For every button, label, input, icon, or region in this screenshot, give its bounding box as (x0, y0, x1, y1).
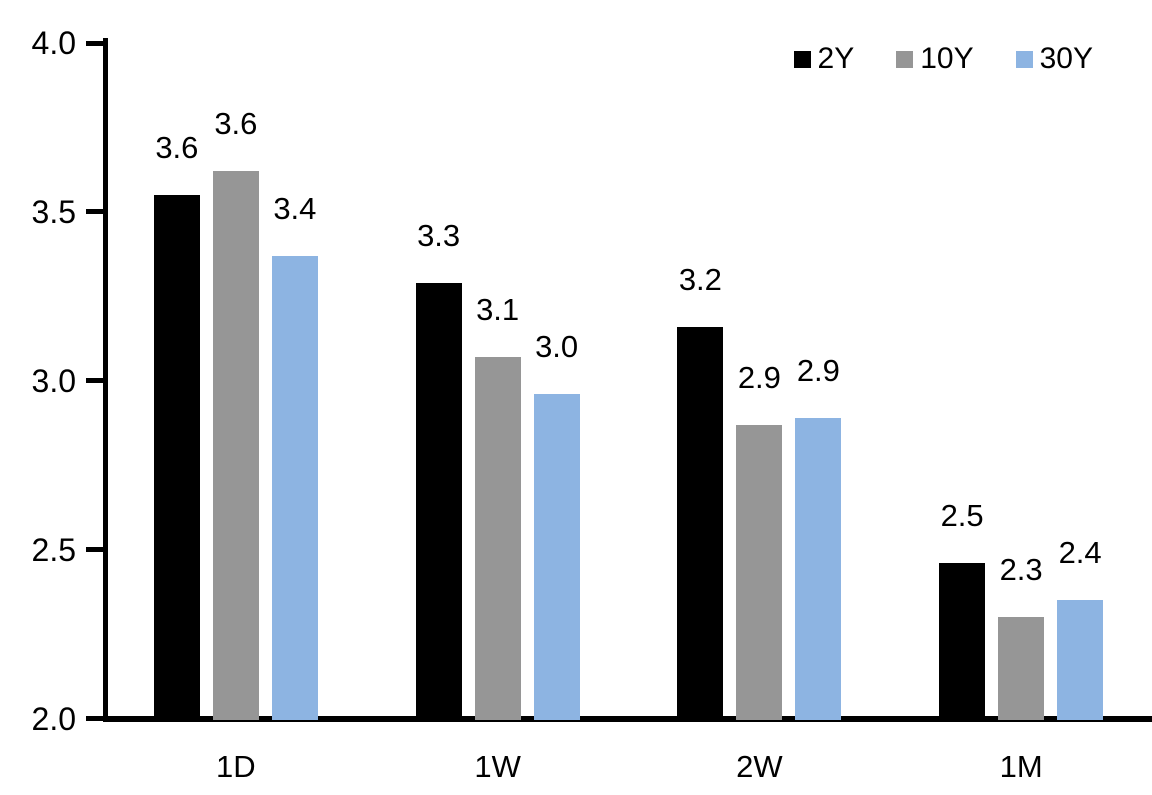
legend: 2Y 10Y 30Y (793, 42, 1093, 75)
bar-10y-1d (212, 171, 259, 721)
x-label-1m: 1M (999, 749, 1043, 784)
x-axis-line (103, 716, 1152, 722)
y-tick-label-2-5: 2.5 (31, 531, 76, 568)
bar-label-10y-2w: 2.9 (737, 359, 781, 395)
y-tick-label-3-0: 3.0 (31, 362, 76, 399)
legend-swatch-10y (896, 50, 914, 68)
bar-10y-1m (998, 617, 1045, 721)
legend-item-30y: 30Y (1015, 42, 1093, 75)
bar-label-30y-1w: 3.0 (535, 329, 579, 365)
bar-30y-1m (1057, 600, 1104, 721)
bar-label-2y-1m: 2.5 (940, 498, 984, 534)
y-tick-label-4-0: 4.0 (31, 25, 76, 61)
bar-label-2y-1d: 3.6 (155, 129, 199, 165)
y-tick-4-0 (86, 40, 103, 46)
y-tick-label-2-0: 2.0 (31, 700, 76, 737)
y-tick-2-0 (86, 716, 103, 721)
legend-swatch-30y (1015, 50, 1033, 68)
bar-label-10y-1w: 3.1 (476, 292, 520, 328)
y-tick-label-3-5: 3.5 (31, 193, 76, 230)
bar-label-30y-2w: 2.9 (796, 352, 840, 388)
bar-10y-1w (474, 357, 521, 721)
bar-label-30y-1d: 3.4 (273, 190, 317, 226)
bar-label-10y-1m: 2.3 (999, 552, 1043, 588)
bar-label-2y-1w: 3.3 (417, 217, 461, 253)
bar-30y-1w (533, 394, 580, 721)
legend-label-2y: 2Y (817, 42, 855, 75)
y-tick-2-5 (86, 547, 103, 553)
bar-label-30y-1m: 2.4 (1058, 535, 1102, 571)
legend-item-2y: 2Y (793, 42, 855, 75)
bar-2y-1d (153, 194, 200, 721)
bar-2y-1m (939, 563, 986, 721)
bar-label-2y-2w: 3.2 (678, 261, 722, 297)
legend-item-10y: 10Y (896, 42, 974, 75)
bar-30y-2w (795, 417, 842, 721)
legend-label-30y: 30Y (1039, 42, 1093, 75)
y-axis-line (103, 38, 108, 722)
bar-label-10y-1d: 3.6 (214, 106, 258, 142)
y-tick-3-0 (86, 378, 103, 384)
bar-2y-2w (677, 326, 724, 721)
bar-10y-2w (736, 424, 783, 721)
x-label-1w: 1W (474, 749, 521, 784)
x-label-1d: 1D (216, 749, 256, 784)
bar-2y-1w (415, 282, 462, 721)
bar-30y-1d (271, 255, 318, 721)
legend-label-10y: 10Y (920, 42, 974, 75)
legend-swatch-2y (793, 50, 811, 68)
x-label-2w: 2W (736, 749, 783, 784)
y-tick-3-5 (86, 209, 103, 215)
